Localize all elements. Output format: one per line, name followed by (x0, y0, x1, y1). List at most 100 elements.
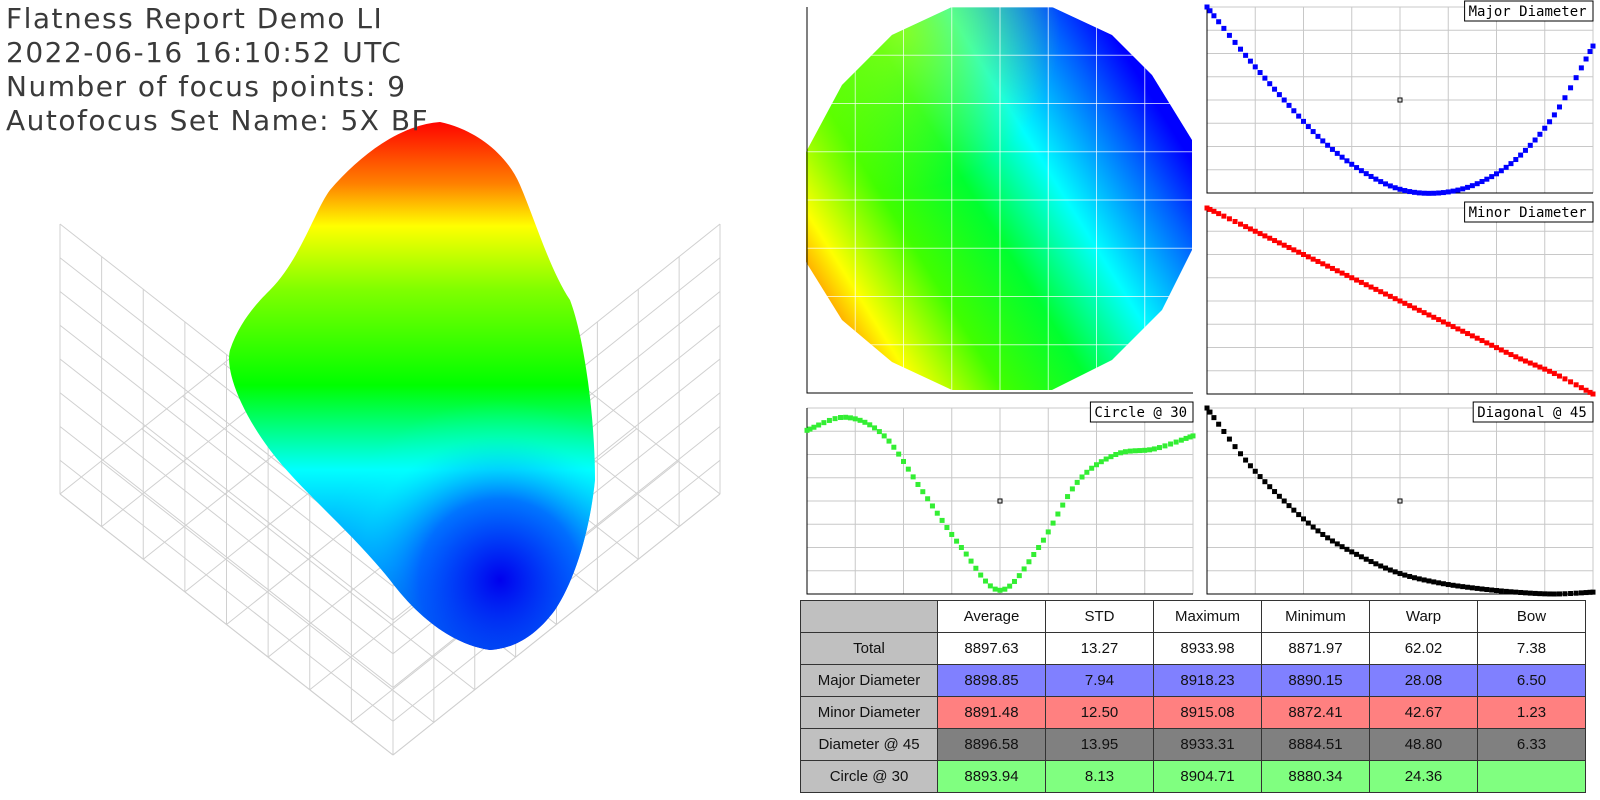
data-point (1257, 70, 1263, 76)
data-point (1562, 591, 1568, 597)
data-point (1383, 565, 1389, 571)
data-point (1320, 261, 1326, 267)
data-point (1262, 233, 1268, 239)
data-point (1489, 587, 1495, 593)
data-point (1556, 104, 1562, 110)
data-point (1587, 389, 1593, 395)
data-point (1484, 587, 1490, 593)
panel-label: Circle @ 30 (1094, 405, 1187, 421)
panel-label: Major Diameter (1469, 4, 1587, 20)
data-point (1455, 187, 1461, 193)
data-point (1518, 152, 1524, 158)
table-cell: 13.95 (1045, 728, 1154, 761)
data-point (1508, 589, 1514, 595)
panel-axis (1206, 408, 1593, 595)
data-point (1344, 546, 1350, 552)
data-point (1431, 190, 1437, 196)
data-point (1232, 39, 1238, 45)
data-point (1426, 190, 1432, 196)
data-point (1387, 183, 1393, 189)
data-point (978, 572, 984, 578)
data-point (1358, 279, 1364, 285)
panel-label: Minor Diameter (1469, 205, 1587, 221)
data-point (1547, 368, 1553, 374)
grid-line (59, 426, 394, 688)
data-point (1281, 242, 1287, 248)
data-point (1243, 224, 1249, 230)
data-point (1211, 13, 1217, 19)
diagonal-45-panel: Diagonal @ 45 (1204, 401, 1596, 597)
data-point (1532, 590, 1538, 596)
data-point (1349, 549, 1355, 555)
flatness-stats-table: Average STD Maximum Minimum Warp Bow Tot… (800, 600, 1586, 793)
data-point (1578, 590, 1584, 596)
data-point (1216, 19, 1222, 25)
data-point (1002, 586, 1008, 592)
data-point (891, 444, 897, 450)
data-point (1542, 591, 1548, 597)
data-point (1354, 551, 1360, 557)
data-point (1151, 446, 1157, 452)
data-point (838, 415, 844, 421)
data-point (1267, 484, 1273, 490)
data-point (1247, 58, 1253, 64)
data-point (1238, 46, 1244, 52)
focus-points-count: Number of focus points: 9 (6, 70, 407, 103)
table-cell: 13.27 (1045, 632, 1154, 665)
data-point (1354, 277, 1360, 283)
data-point (968, 558, 974, 564)
data-point (1474, 181, 1480, 187)
data-point (1407, 573, 1413, 579)
data-point (1281, 498, 1287, 504)
data-point (1378, 289, 1384, 295)
data-point (1358, 168, 1364, 174)
data-point (1098, 459, 1104, 465)
data-point (1402, 572, 1408, 578)
data-point (944, 525, 950, 531)
data-point (1103, 456, 1109, 462)
data-point (1378, 563, 1384, 569)
data-point (1243, 52, 1249, 58)
table-cell: 24.36 (1369, 760, 1478, 793)
data-point (1513, 354, 1519, 360)
data-point (1232, 444, 1238, 450)
data-point (1513, 157, 1519, 163)
data-point (1305, 520, 1311, 526)
data-point (1416, 307, 1422, 313)
data-point (1190, 433, 1196, 439)
data-point (1007, 583, 1013, 589)
data-point (1421, 310, 1427, 316)
data-point (1238, 451, 1244, 457)
data-point (811, 424, 817, 430)
data-point (1079, 474, 1085, 480)
data-point (1173, 439, 1179, 445)
table-cell: 8890.15 (1261, 664, 1370, 697)
data-point (1522, 590, 1528, 596)
data-point (1329, 146, 1335, 152)
data-point (1226, 216, 1232, 222)
data-point (1573, 382, 1579, 388)
data-point (1407, 189, 1413, 195)
data-point (1387, 293, 1393, 299)
data-point (1494, 171, 1499, 177)
data-point (1276, 240, 1282, 246)
data-point (949, 531, 955, 537)
data-point (1301, 516, 1306, 522)
data-point (1421, 190, 1427, 196)
data-point (1562, 95, 1568, 101)
data-point (1474, 585, 1480, 591)
data-point (1578, 385, 1584, 391)
circle-30-panel: Circle @ 30 (804, 401, 1196, 595)
data-point (997, 587, 1003, 593)
data-point (1522, 358, 1528, 364)
data-point (1392, 296, 1398, 302)
data-point (1272, 238, 1278, 244)
data-point (1498, 588, 1504, 594)
data-point (1055, 511, 1061, 517)
data-point (1021, 566, 1027, 572)
data-point (1349, 275, 1355, 281)
data-point (1310, 129, 1316, 135)
data-point (807, 426, 813, 432)
data-point (1407, 303, 1413, 309)
data-point (1156, 445, 1162, 451)
